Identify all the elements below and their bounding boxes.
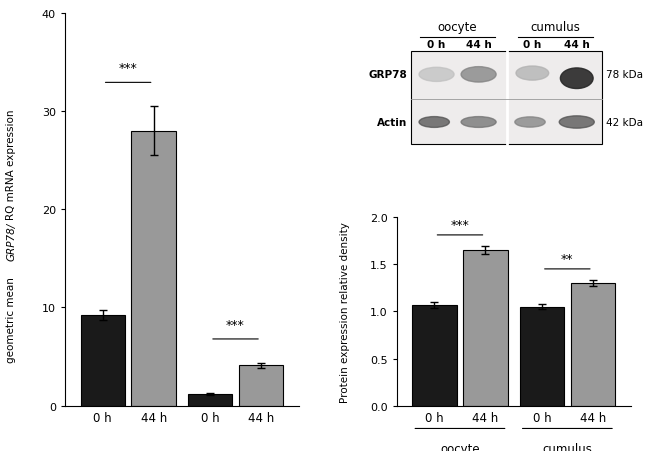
Bar	[412, 305, 457, 406]
Text: ***: ***	[450, 219, 469, 232]
Text: cumulus: cumulus	[542, 442, 592, 451]
Text: 0 h: 0 h	[523, 40, 541, 50]
Text: cumulus: cumulus	[531, 21, 580, 34]
Text: ***: ***	[226, 318, 245, 331]
Ellipse shape	[461, 117, 496, 128]
Bar	[131, 131, 176, 406]
Text: GRP78: GRP78	[369, 70, 408, 80]
Bar	[239, 366, 283, 406]
Text: geometric mean: geometric mean	[6, 277, 16, 363]
Text: 44 h: 44 h	[564, 40, 590, 50]
Bar	[81, 316, 125, 406]
Ellipse shape	[461, 68, 496, 83]
Text: 78 kDa: 78 kDa	[606, 70, 643, 80]
Text: oocyte: oocyte	[440, 442, 480, 451]
Text: **: **	[561, 253, 573, 266]
Text: Actin: Actin	[377, 118, 408, 128]
Bar	[411, 52, 603, 145]
Text: GRP78/: GRP78/	[6, 222, 16, 260]
Text: RQ mRNA expression: RQ mRNA expression	[6, 106, 16, 219]
Bar	[571, 283, 615, 406]
Bar	[463, 250, 508, 406]
Ellipse shape	[560, 69, 593, 89]
Ellipse shape	[515, 118, 545, 128]
Ellipse shape	[419, 68, 454, 82]
Text: ***: ***	[119, 62, 138, 75]
Ellipse shape	[559, 116, 594, 129]
Text: 44 h: 44 h	[466, 40, 491, 50]
Bar	[520, 307, 564, 406]
Text: 42 kDa: 42 kDa	[606, 118, 643, 128]
Text: 0 h: 0 h	[428, 40, 446, 50]
Text: oocyte: oocyte	[437, 21, 477, 34]
Text: Protein expression relative density: Protein expression relative density	[341, 221, 350, 402]
Ellipse shape	[419, 117, 449, 128]
Bar	[188, 394, 232, 406]
Ellipse shape	[516, 67, 549, 81]
